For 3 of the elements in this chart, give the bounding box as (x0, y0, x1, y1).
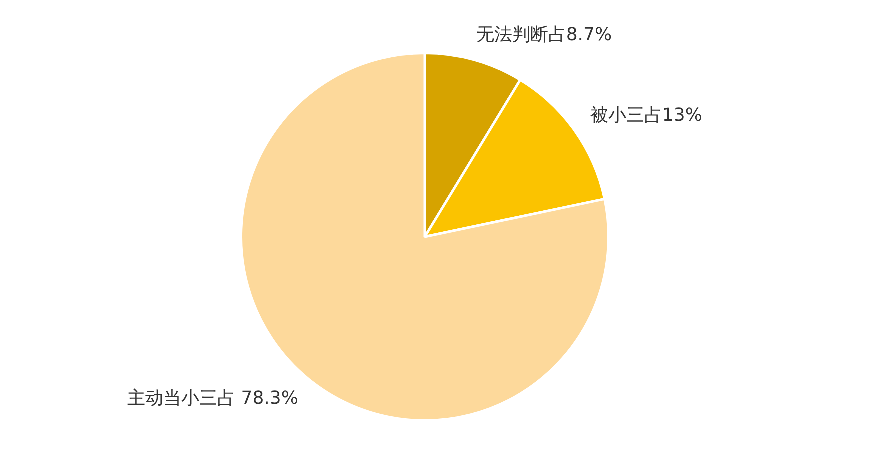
slice-label: 主动当小三占 78.3% (128, 388, 298, 409)
slice-label: 无法判断占8.7% (476, 24, 612, 46)
slice-label: 被小三占13% (590, 105, 702, 126)
